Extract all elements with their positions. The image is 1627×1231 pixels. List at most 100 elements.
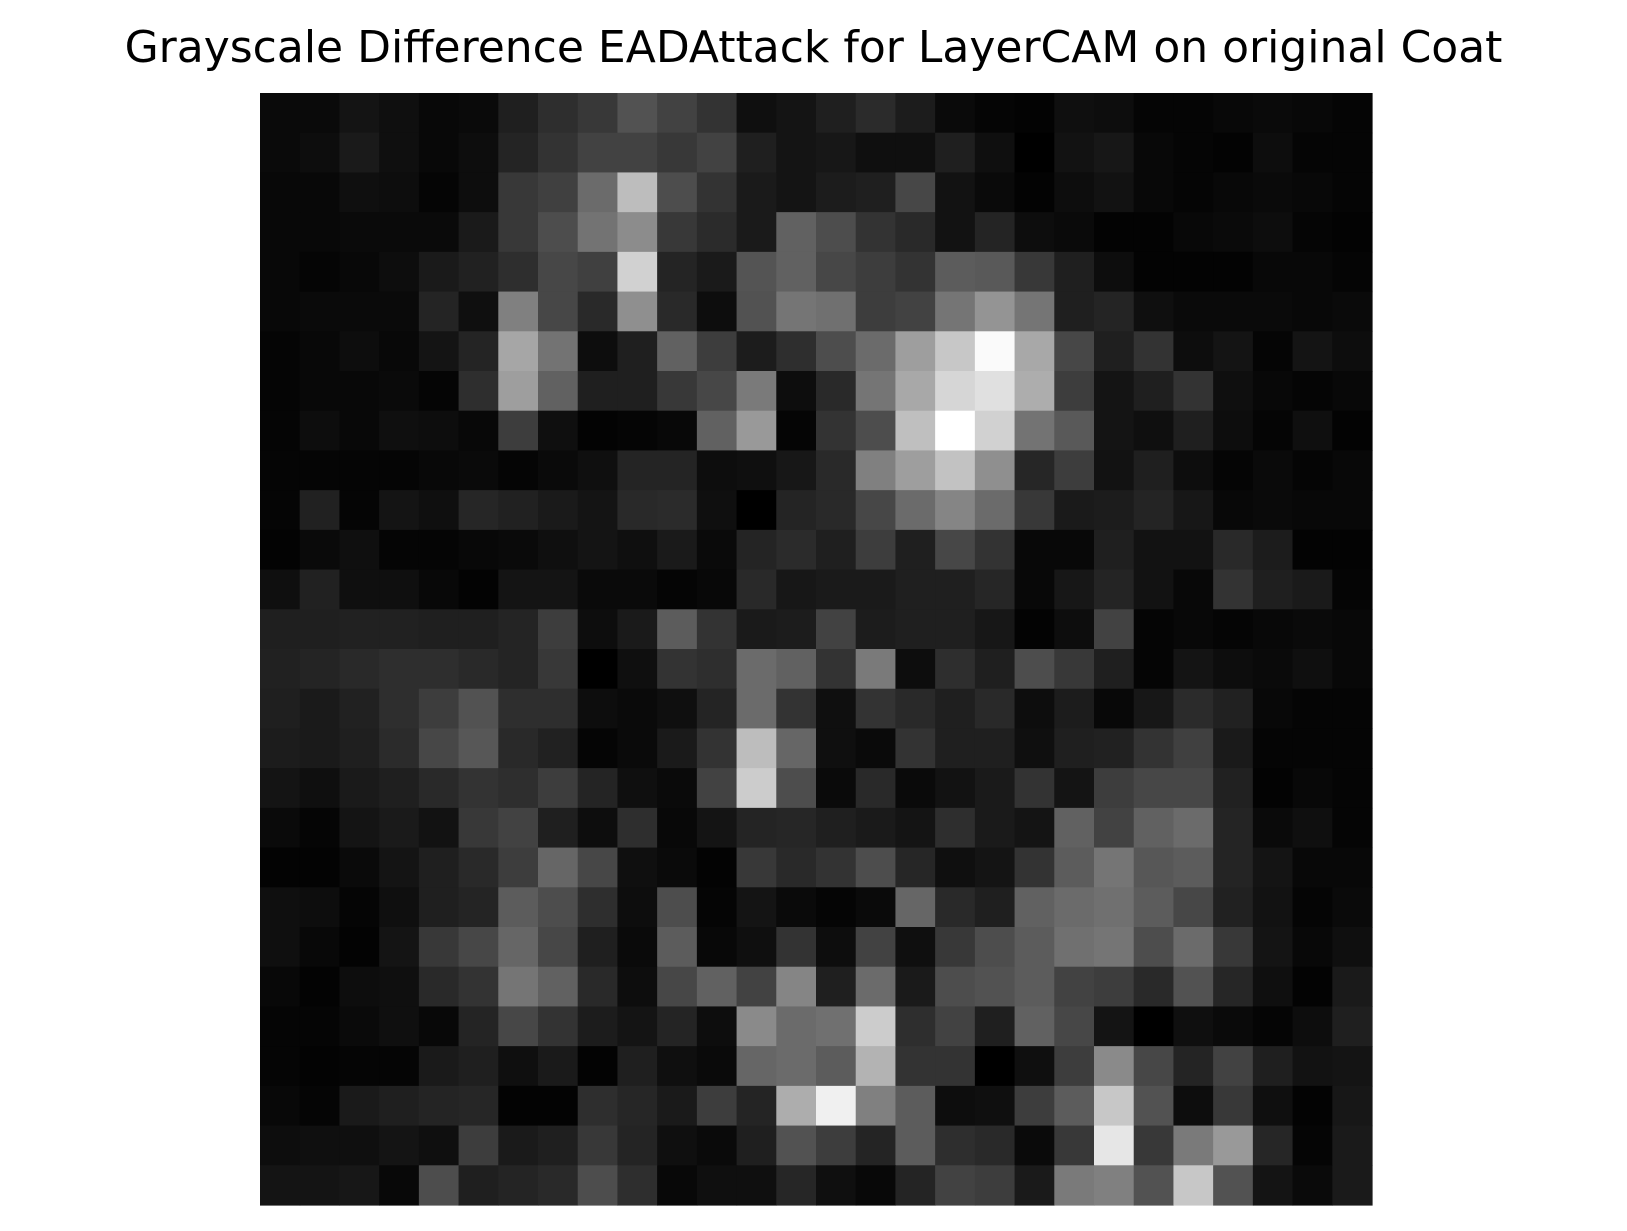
heatmap-cell (696, 847, 738, 888)
heatmap-cell (418, 728, 460, 769)
heatmap-cell (696, 768, 738, 809)
heatmap-cell (657, 529, 698, 571)
heatmap-cell (1094, 93, 1135, 134)
heatmap-cell (538, 688, 579, 730)
heatmap-cell (776, 291, 817, 332)
heatmap-cell (1213, 132, 1254, 174)
heatmap-cell (577, 212, 619, 253)
heatmap-cell (657, 1125, 698, 1166)
heatmap-cell (1173, 1046, 1214, 1087)
heatmap-cell (776, 569, 817, 610)
heatmap-cell (816, 807, 857, 849)
heatmap-cell (736, 251, 777, 293)
heatmap-cell (379, 688, 420, 730)
heatmap-cell (1133, 1165, 1175, 1206)
heatmap-cell (1014, 966, 1055, 1008)
heatmap-cell (577, 93, 619, 134)
heatmap-cell (299, 450, 341, 491)
heatmap-cell (657, 966, 698, 1008)
heatmap-cell (1252, 1125, 1294, 1166)
heatmap-cell (299, 529, 341, 571)
heatmap-cell (458, 1046, 499, 1087)
heatmap-cell (538, 212, 579, 253)
heatmap-cell (1054, 212, 1095, 253)
heatmap-cell (299, 847, 341, 888)
heatmap-cell (1133, 331, 1175, 372)
heatmap-cell (855, 132, 897, 174)
heatmap-cell (458, 1165, 499, 1206)
heatmap-cell (1054, 251, 1095, 293)
heatmap-cell (617, 807, 658, 849)
heatmap-cell (935, 251, 976, 293)
heatmap-cell (1292, 688, 1333, 730)
heatmap-cell (776, 887, 817, 928)
heatmap-cell (538, 1006, 579, 1047)
heatmap-cell (418, 966, 460, 1008)
heatmap-cell (458, 927, 499, 968)
heatmap-cell (617, 688, 658, 730)
heatmap-cell (577, 569, 619, 610)
heatmap-cell (1213, 1006, 1254, 1047)
heatmap-cell (1173, 847, 1214, 888)
heatmap-cell (577, 1085, 619, 1127)
heatmap-cell (1014, 927, 1055, 968)
heatmap-cell (260, 251, 301, 293)
heatmap-cell (1173, 93, 1214, 134)
heatmap-cell (458, 728, 499, 769)
heatmap-cell (855, 1006, 897, 1047)
heatmap-cell (1213, 529, 1254, 571)
heatmap-cell (895, 172, 936, 213)
heatmap-cell (1054, 1125, 1095, 1166)
heatmap-cell (1213, 887, 1254, 928)
heatmap-cell (935, 212, 976, 253)
heatmap-cell (260, 291, 301, 332)
heatmap-cell (418, 1006, 460, 1047)
heatmap-cell (1054, 1046, 1095, 1087)
heatmap-cell (260, 609, 301, 650)
heatmap-cell (1332, 1046, 1373, 1087)
heatmap-cell (935, 291, 976, 332)
heatmap-cell (1213, 490, 1254, 531)
heatmap-cell (1054, 728, 1095, 769)
heatmap-cell (538, 410, 579, 452)
heatmap-cell (1133, 927, 1175, 968)
heatmap-cell (617, 172, 658, 213)
heatmap-cell (1094, 450, 1135, 491)
heatmap-cell (895, 331, 936, 372)
heatmap-cell (379, 410, 420, 452)
heatmap-cell (935, 966, 976, 1008)
heatmap-cell (816, 649, 857, 690)
heatmap-cell (1133, 212, 1175, 253)
heatmap-cell (1173, 212, 1214, 253)
heatmap-cell (299, 410, 341, 452)
heatmap-cell (696, 966, 738, 1008)
heatmap-cell (696, 688, 738, 730)
heatmap-cell (736, 1165, 777, 1206)
heatmap-cell (577, 728, 619, 769)
heatmap-cell (1332, 371, 1373, 412)
heatmap-cell (696, 1085, 738, 1127)
heatmap-cell (577, 529, 619, 571)
heatmap-cell (1252, 212, 1294, 253)
heatmap-cell (935, 93, 976, 134)
heatmap-cell (1133, 1085, 1175, 1127)
heatmap-cell (935, 1046, 976, 1087)
heatmap-cell (260, 728, 301, 769)
heatmap-cell (736, 450, 777, 491)
heatmap-cell (1054, 410, 1095, 452)
heatmap-cell (458, 1125, 499, 1166)
heatmap-cell (776, 1125, 817, 1166)
heatmap-cell (339, 132, 380, 174)
heatmap-cell (538, 450, 579, 491)
heatmap-cell (260, 1085, 301, 1127)
heatmap-cell (1173, 966, 1214, 1008)
heatmap-cell (1014, 172, 1055, 213)
heatmap-cell (1133, 291, 1175, 332)
heatmap-cell (895, 132, 936, 174)
heatmap-cell (418, 172, 460, 213)
heatmap-cell (1332, 529, 1373, 571)
heatmap-cell (498, 649, 539, 690)
heatmap-cell (379, 172, 420, 213)
heatmap-cell (577, 172, 619, 213)
